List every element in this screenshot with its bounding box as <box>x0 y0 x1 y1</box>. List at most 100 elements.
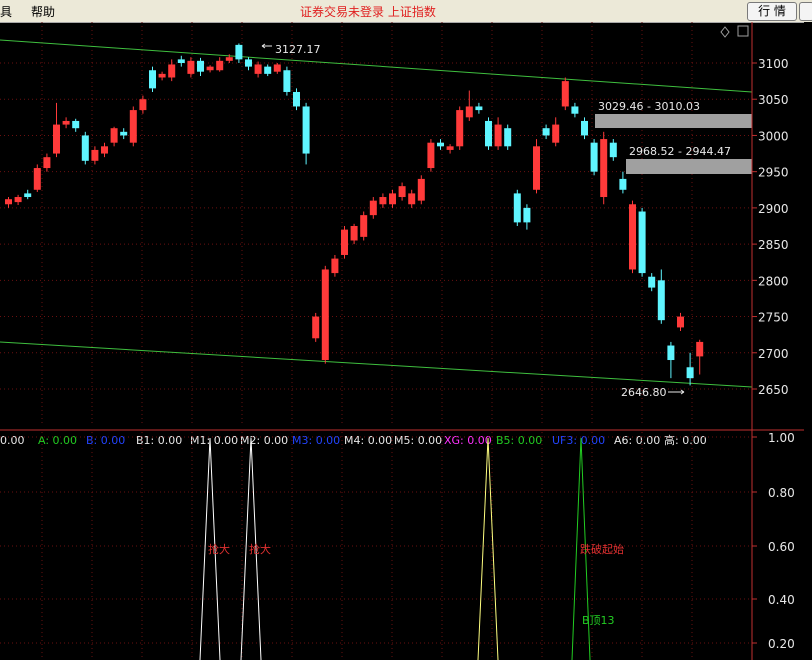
candle-body <box>321 269 329 361</box>
trend-lines <box>0 39 753 388</box>
candle-body <box>427 142 435 169</box>
candle-body <box>542 128 550 136</box>
candle-body <box>648 276 656 288</box>
price-tick-label: 2800 <box>758 274 789 288</box>
indicator-value: M5: 0.00 <box>394 434 442 447</box>
indicator-header: A: 0.00 B: 0.00 B1: 0.00 M1: 0.00 M2: 0.00 M3… <box>0 433 707 447</box>
candle-body <box>24 193 32 198</box>
candle-body <box>494 124 502 147</box>
price-tick-label: 2650 <box>758 383 789 397</box>
candle-body <box>110 128 118 143</box>
candle-body <box>91 149 99 161</box>
price-tick-label: 2750 <box>758 311 789 325</box>
scroll-button <box>737 25 749 37</box>
indicator-spikes <box>199 437 591 660</box>
gap-boxes <box>595 114 752 174</box>
spike-2 <box>240 437 262 660</box>
candle-body <box>590 142 598 172</box>
spike-1 <box>199 437 221 660</box>
candle-body <box>53 124 60 154</box>
candle-body <box>437 142 444 147</box>
signal-label-1: 抢大 <box>208 542 230 556</box>
low-arrow <box>668 389 685 395</box>
candle-body <box>14 197 22 203</box>
indicator-tick-label: 1.00 <box>768 431 795 445</box>
high-annotation: 3127.17 <box>275 43 321 56</box>
candle-body <box>417 178 425 201</box>
quote-button[interactable]: 行 情 <box>747 2 797 21</box>
price-tick-label: 2700 <box>758 347 789 361</box>
candle-body <box>677 316 684 328</box>
indicator-tick-label: 0.40 <box>768 593 795 607</box>
candle-body <box>129 110 137 143</box>
candle-body <box>667 345 675 361</box>
price-tick-label: 2850 <box>758 238 789 252</box>
chart-area[interactable]: 3127.17 3029.46 - 3010.03 2968.52 - 2944… <box>0 22 812 660</box>
candle-body <box>72 120 80 129</box>
candle-body <box>657 280 665 321</box>
menu-bar: 具 帮助 证券交易未登录 上证指数 行 情 <box>0 0 812 23</box>
candle-body <box>43 157 51 169</box>
price-tick-label: 3100 <box>758 57 789 71</box>
candle-body <box>561 81 569 107</box>
indicator-value: A6: 0.00 <box>614 434 660 447</box>
gap1-annotation: 3029.46 - 3010.03 <box>598 100 700 113</box>
spike-4 <box>571 437 591 660</box>
candle-body <box>350 226 358 241</box>
candle-body <box>533 146 540 190</box>
candle-body <box>369 200 377 216</box>
candle-body <box>235 44 243 60</box>
candle-body <box>341 229 348 255</box>
candle-body <box>206 66 214 71</box>
price-tick-label: 3000 <box>758 129 789 143</box>
indicator-tick-label: 0.20 <box>768 637 795 651</box>
candle-body <box>513 193 521 223</box>
candle-body <box>197 60 204 72</box>
spike-3 <box>477 437 499 660</box>
indicator-value: B1: 0.00 <box>136 434 182 447</box>
candle-body <box>62 120 70 125</box>
price-tick-label: 2950 <box>758 166 789 180</box>
menu-tools[interactable]: 具 <box>0 5 13 19</box>
menu-help[interactable]: 帮助 <box>31 5 56 19</box>
candle-body <box>571 106 579 114</box>
upper-channel-line <box>0 39 753 93</box>
indicator-tick-label: 0.80 <box>768 486 795 500</box>
candle-body <box>331 258 339 274</box>
candle-body <box>504 128 512 147</box>
side-button[interactable] <box>799 2 812 21</box>
candle-body <box>254 64 262 74</box>
price-axis: 3100 3050 3000 2950 2900 2850 2800 2750 2700 2650 <box>752 57 789 397</box>
candle-body <box>398 186 406 198</box>
signal-label-2: 抢大 <box>249 542 271 556</box>
candle-body <box>158 73 166 78</box>
candle-body <box>360 215 368 237</box>
candle-body <box>293 91 300 107</box>
candle-body <box>686 367 694 379</box>
candle-body <box>177 59 185 63</box>
candle-body <box>475 106 483 111</box>
candle-body <box>283 70 291 92</box>
lower-channel-line <box>0 341 753 388</box>
indicator-value: M2: 0.00 <box>240 434 288 447</box>
candle-body <box>216 60 224 71</box>
candle-body <box>389 193 396 205</box>
indicator-value: M3: 0.00 <box>292 434 340 447</box>
candle-body <box>456 110 464 147</box>
indicator-value: M4: 0.00 <box>344 434 392 447</box>
signal-label-4: B顶13 <box>582 614 615 627</box>
candle-body <box>225 57 233 61</box>
indicator-tick-label: 0.60 <box>768 540 795 554</box>
candle-body <box>245 59 252 67</box>
indicator-value: A: 0.00 <box>38 434 77 447</box>
right-sidebar <box>804 22 812 660</box>
candle-body <box>696 341 704 357</box>
candle-body <box>609 142 617 158</box>
gap2-annotation: 2968.52 - 2944.47 <box>629 145 731 158</box>
price-grid <box>0 22 752 426</box>
candle-body <box>81 135 89 161</box>
candle-body <box>168 64 176 78</box>
candle-body <box>264 66 272 74</box>
candle-body <box>120 131 128 136</box>
candle-body <box>101 146 108 154</box>
